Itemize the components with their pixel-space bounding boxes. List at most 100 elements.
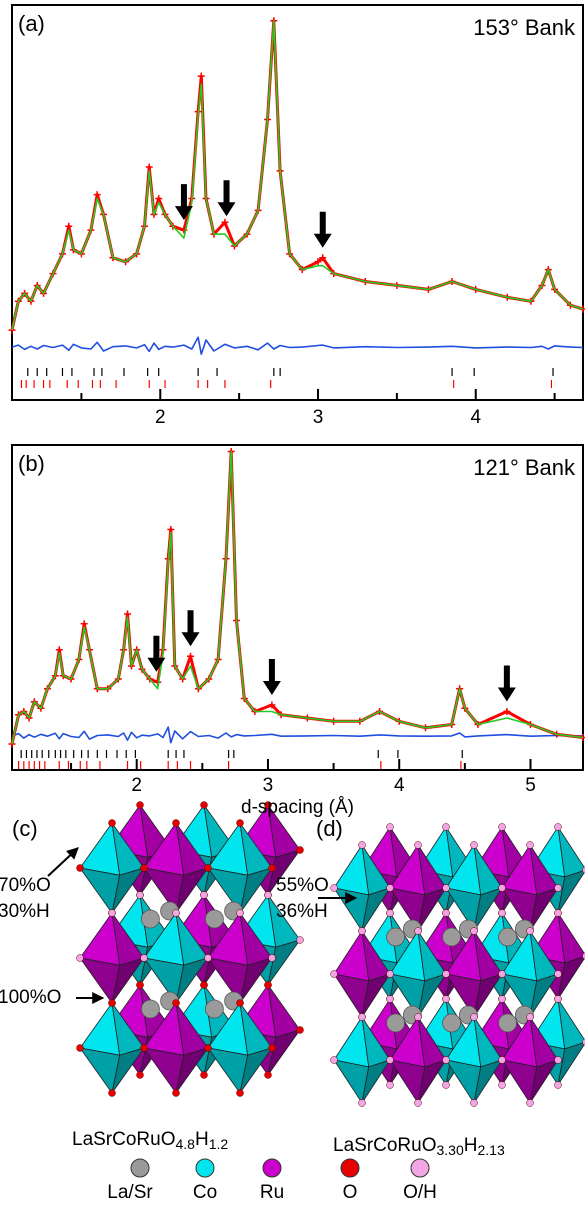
site-label: 55%O: [276, 875, 329, 896]
octahedron-face: [175, 1047, 209, 1094]
cation: [386, 927, 406, 947]
anion: [582, 866, 585, 874]
anion: [470, 1099, 478, 1107]
x-axis-label: d-spacing (Å): [241, 797, 354, 818]
anion: [330, 970, 338, 978]
difference-curve: [11, 336, 584, 355]
cation: [140, 909, 160, 929]
octahedron-face: [267, 849, 301, 896]
anion: [442, 884, 450, 892]
observed-point: [197, 72, 205, 80]
anion: [358, 1099, 366, 1107]
panel-title: 121° Bank: [473, 455, 576, 480]
arrow-annotation: [262, 659, 281, 695]
x-tick-label: 2: [131, 775, 142, 796]
anion: [442, 970, 450, 978]
arrow-annotation: [174, 184, 193, 221]
anion: [264, 801, 272, 809]
anion: [526, 841, 534, 849]
anion: [414, 841, 422, 849]
anion: [498, 1056, 506, 1064]
observed-curve: [10, 19, 584, 331]
observed-point: [155, 195, 163, 203]
formula-subscript: 2.13: [477, 1142, 504, 1158]
arrow-annotation: [217, 180, 236, 217]
anion: [554, 884, 562, 892]
anion: [358, 927, 366, 935]
legend-label: O: [343, 1182, 358, 1203]
observed-point: [65, 222, 73, 230]
site-label: 100%O: [0, 987, 61, 1008]
anion: [582, 1038, 585, 1046]
octahedron-face: [239, 867, 273, 914]
arrow-annotation: [147, 635, 166, 672]
anion: [442, 909, 450, 917]
observed-point: [319, 254, 327, 262]
anion: [526, 1013, 534, 1021]
anion: [108, 909, 116, 917]
plot-frame: [11, 4, 584, 401]
octahedron-face: [417, 887, 447, 932]
arrow-annotation: [313, 211, 332, 248]
anion: [386, 909, 394, 917]
x-tick-label: 3: [313, 407, 324, 428]
octahedron-face: [417, 973, 447, 1018]
anion: [140, 864, 148, 872]
anion: [498, 995, 506, 1003]
anion: [470, 841, 478, 849]
anion: [204, 954, 212, 962]
anion: [236, 819, 244, 827]
octahedron-face: [473, 887, 503, 932]
anion: [470, 927, 478, 935]
anion: [296, 936, 304, 944]
anion: [172, 909, 180, 917]
anion: [296, 846, 304, 854]
octahedron-face: [175, 867, 209, 914]
panel-label: (d): [316, 816, 343, 841]
anion: [136, 891, 144, 899]
formula-subscript: 4.8: [176, 1136, 196, 1152]
anion: [200, 981, 208, 989]
observed-point: [55, 646, 63, 654]
plot-frame: [11, 444, 584, 771]
formula-part: LaSrCoRuO: [72, 1129, 176, 1150]
observed-point: [145, 163, 153, 171]
panel-title: 153° Bank: [473, 15, 576, 40]
observed-point: [314, 258, 322, 266]
site-label: 70%O: [0, 875, 51, 896]
anion: [582, 952, 585, 960]
formula-part: H: [464, 1135, 478, 1156]
octahedron-face: [557, 955, 585, 1000]
legend-label: Ru: [260, 1182, 284, 1203]
octahedron-face: [111, 867, 145, 914]
anion: [358, 1013, 366, 1021]
cation: [204, 909, 224, 929]
anion: [386, 1056, 394, 1064]
octahedron-face: [473, 973, 503, 1018]
observed-point: [80, 620, 88, 628]
octahedron-face: [361, 1059, 391, 1104]
formula-part: H: [195, 1129, 209, 1150]
octahedron-face: [111, 1047, 145, 1094]
anion: [264, 891, 272, 899]
anion: [264, 981, 272, 989]
anion: [296, 1026, 304, 1034]
octahedron-face: [361, 973, 391, 1018]
anion: [442, 995, 450, 1003]
anion: [268, 954, 276, 962]
anion: [442, 823, 450, 831]
anion: [386, 970, 394, 978]
octahedron-face: [557, 869, 585, 914]
site-label: 30%H: [0, 901, 50, 922]
panel-label: (c): [12, 816, 38, 841]
anion: [76, 864, 84, 872]
octahedron-face: [239, 1047, 273, 1094]
formula: LaSrCoRuO3.30H2.13: [333, 1135, 505, 1158]
anion: [200, 891, 208, 899]
x-tick-label: 4: [470, 407, 481, 428]
site-label: 36%H: [276, 901, 328, 922]
anion: [330, 1056, 338, 1064]
anion: [172, 1089, 180, 1097]
cation: [140, 999, 160, 1019]
